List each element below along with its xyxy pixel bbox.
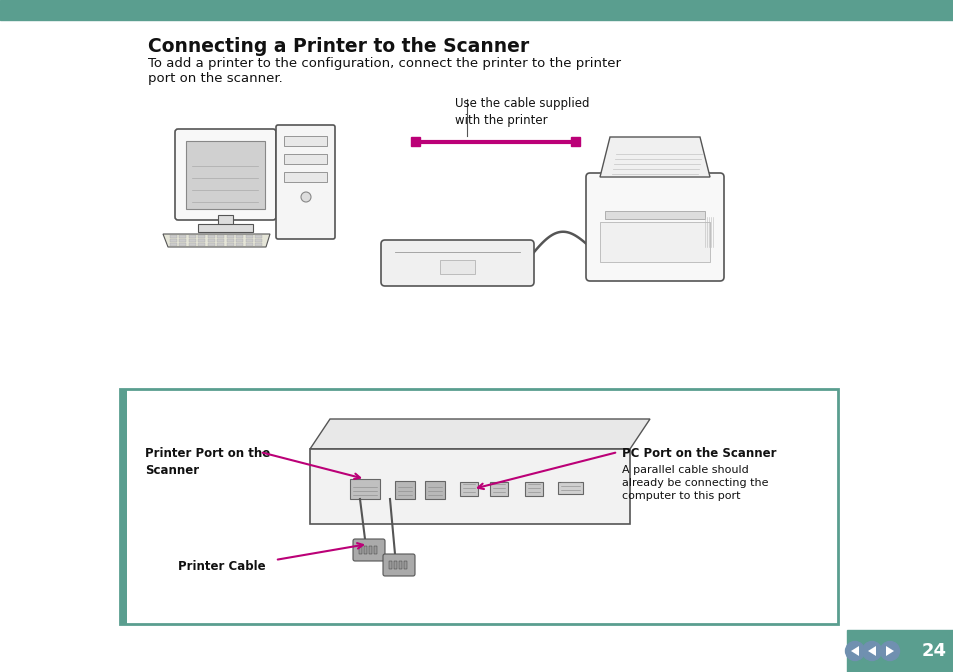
Bar — [198, 224, 253, 232]
Bar — [189, 243, 195, 246]
Bar — [186, 141, 265, 209]
Polygon shape — [163, 234, 270, 247]
Bar — [198, 235, 205, 238]
Bar — [120, 389, 837, 624]
Bar — [524, 482, 542, 496]
Bar — [604, 211, 704, 219]
Bar — [227, 239, 233, 242]
FancyBboxPatch shape — [382, 554, 415, 576]
Bar — [120, 389, 127, 624]
FancyBboxPatch shape — [353, 539, 385, 561]
Bar — [374, 546, 376, 554]
Text: port on the scanner.: port on the scanner. — [148, 72, 282, 85]
Bar — [189, 239, 195, 242]
Circle shape — [301, 192, 311, 202]
Bar — [411, 137, 419, 146]
Bar — [490, 482, 507, 496]
Bar — [120, 389, 837, 624]
Text: Use the cable supplied
with the printer: Use the cable supplied with the printer — [455, 97, 589, 127]
Text: To add a printer to the configuration, connect the printer to the printer: To add a printer to the configuration, c… — [148, 57, 620, 70]
Bar — [208, 235, 214, 238]
Bar — [310, 449, 629, 524]
Text: Printer Port on the
Scanner: Printer Port on the Scanner — [145, 447, 270, 477]
Bar — [350, 479, 379, 499]
Bar — [389, 561, 392, 569]
Bar — [227, 235, 233, 238]
Polygon shape — [885, 646, 893, 656]
Polygon shape — [867, 646, 875, 656]
Bar — [208, 239, 214, 242]
Bar — [459, 482, 477, 496]
Bar — [236, 235, 243, 238]
Circle shape — [862, 642, 881, 661]
Bar — [395, 481, 415, 499]
Bar — [571, 137, 579, 146]
Bar — [403, 561, 407, 569]
FancyBboxPatch shape — [585, 173, 723, 281]
Bar — [439, 260, 475, 274]
Bar — [255, 239, 262, 242]
Bar — [0, 0, 953, 20]
Bar — [284, 172, 327, 182]
Bar — [246, 235, 253, 238]
Bar — [236, 239, 243, 242]
Bar — [284, 136, 327, 146]
Bar — [424, 481, 444, 499]
Text: Printer Cable: Printer Cable — [178, 560, 265, 573]
Bar — [255, 235, 262, 238]
Text: Connecting a Printer to the Scanner: Connecting a Printer to the Scanner — [148, 37, 529, 56]
Bar — [189, 235, 195, 238]
FancyBboxPatch shape — [275, 125, 335, 239]
Bar — [170, 243, 177, 246]
Bar — [394, 561, 396, 569]
Bar — [599, 222, 709, 262]
Bar — [255, 243, 262, 246]
Bar — [846, 630, 953, 672]
Bar — [358, 546, 361, 554]
Bar — [217, 235, 224, 238]
Bar — [246, 243, 253, 246]
Bar — [246, 239, 253, 242]
FancyBboxPatch shape — [174, 129, 275, 220]
Bar — [218, 215, 233, 225]
Bar — [236, 243, 243, 246]
Bar — [369, 546, 372, 554]
Polygon shape — [599, 137, 709, 177]
Bar — [179, 239, 186, 242]
Bar — [198, 243, 205, 246]
Bar — [179, 235, 186, 238]
Bar — [217, 243, 224, 246]
Text: 24: 24 — [921, 642, 945, 660]
Bar — [170, 235, 177, 238]
Text: PC Port on the Scanner: PC Port on the Scanner — [621, 447, 776, 460]
Circle shape — [844, 642, 863, 661]
Bar — [179, 243, 186, 246]
Text: A parallel cable should
already be connecting the
computer to this port: A parallel cable should already be conne… — [621, 465, 768, 501]
Bar — [227, 243, 233, 246]
Polygon shape — [850, 646, 858, 656]
Bar — [284, 154, 327, 164]
Polygon shape — [310, 419, 649, 449]
Bar — [217, 239, 224, 242]
Circle shape — [880, 642, 899, 661]
Bar — [198, 239, 205, 242]
Bar — [208, 243, 214, 246]
Bar — [364, 546, 367, 554]
Bar — [558, 482, 582, 494]
Bar — [398, 561, 401, 569]
FancyBboxPatch shape — [380, 240, 534, 286]
Bar — [170, 239, 177, 242]
